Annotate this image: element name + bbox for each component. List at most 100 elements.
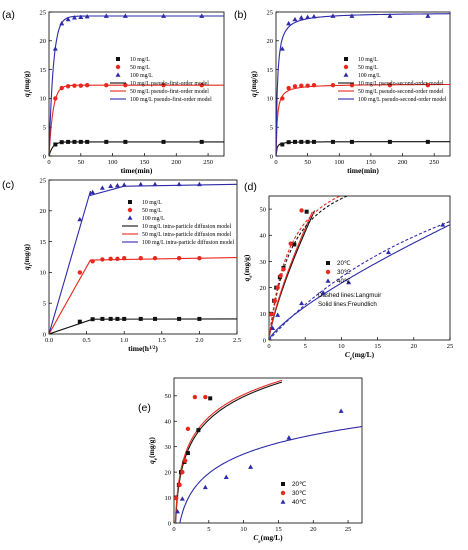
data-point-square — [85, 139, 90, 144]
data-point-square — [59, 140, 64, 145]
data-point-circle — [65, 84, 71, 89]
model-curve-black — [269, 210, 316, 340]
x-tick-label: 0.5 — [83, 337, 91, 344]
y-tick-label: 20 — [40, 38, 47, 45]
data-point-triangle — [174, 508, 180, 514]
data-point-circle — [176, 256, 182, 261]
y-tick-label: 40 — [260, 233, 267, 240]
data-point-triangle — [275, 312, 281, 317]
data-point-square — [292, 242, 297, 247]
chart-panel-a: 0 50 100 150 200 250 0 5 10 15 20 25 time(min) qt(mg/… — [22, 9, 225, 175]
legend-entry: 50 mg/L intra-particle diffusion model — [142, 231, 232, 238]
legend-entry: 30℃ — [337, 269, 351, 276]
data-point-triangle — [330, 13, 336, 18]
data-point-circle — [305, 83, 310, 88]
legend-entry: 10 mg/L intra-particle diffusion model — [142, 223, 232, 230]
y-axis-label-q: q — [22, 266, 31, 270]
legend-entry: 100 mg/L — [130, 73, 153, 79]
data-point-triangle — [179, 496, 185, 501]
y-tick-label: 10 — [260, 311, 267, 318]
data-point-circle — [104, 82, 109, 88]
model-curve-blue — [276, 13, 450, 156]
legend-entry: 100 mg/L pseudo-second-order model — [358, 97, 447, 103]
model-curve-red — [49, 84, 224, 156]
panel-letter-b: (b) — [234, 9, 247, 21]
x-tick-label: 0 — [172, 526, 175, 533]
data-point-triangle — [78, 14, 84, 19]
data-point-square — [161, 139, 166, 144]
legend-entry: 30℃ — [292, 490, 306, 497]
y-axis-label-unit: (mg/g) — [249, 71, 258, 92]
data-point-square — [122, 316, 127, 321]
data-point-circle — [72, 83, 77, 88]
model-curve-red — [276, 83, 450, 156]
y-tick-label: 5 — [270, 125, 273, 132]
data-point-circle — [343, 64, 349, 70]
plot-frame — [268, 195, 451, 341]
data-point-triangle — [305, 14, 311, 19]
data-point-square — [185, 451, 190, 456]
x-tick-label: 25 — [447, 343, 454, 350]
x-tick-label: 0 — [267, 343, 270, 350]
data-point-triangle — [425, 13, 431, 18]
y-tick-label: 10 — [165, 495, 172, 502]
data-point-triangle — [161, 13, 167, 18]
x-tick-label: 20 — [310, 526, 317, 533]
x-axis-label: time(min) — [121, 166, 153, 175]
data-point-square — [153, 316, 158, 321]
legend-entry: 10 mg/L pseudo-first-order model — [130, 80, 209, 87]
data-point-triangle — [108, 183, 114, 188]
data-point-circle — [203, 394, 208, 400]
data-point-circle — [115, 256, 120, 262]
y-tick-label: 50 — [260, 206, 267, 213]
chart-panel-c: 0.0 0.5 1.0 1.5 2.0 2.5 0 5 10 15 20 25 time(h1/2) qt… — [22, 177, 241, 353]
legend-entry: 10 mg/L pseudo-second-order model — [358, 81, 444, 87]
data-point-triangle — [114, 182, 120, 188]
y-tick-label: 0 — [263, 337, 266, 344]
legend-entry: 40℃ — [337, 278, 351, 285]
data-point-square — [311, 139, 316, 144]
data-point-circle — [299, 83, 304, 88]
x-tick-label: 10 — [338, 343, 345, 350]
y-axis-label: qt(mg/g) — [22, 244, 34, 270]
plot-frame — [48, 11, 225, 157]
plot-frame — [173, 377, 363, 524]
data-point-square — [100, 316, 105, 321]
x-tick-label: 15 — [374, 343, 381, 350]
data-point-triangle — [122, 13, 128, 18]
data-point-triangle — [202, 484, 208, 490]
data-point-square — [344, 57, 348, 61]
data-point-square — [349, 139, 354, 144]
model-curve-red — [49, 257, 237, 334]
x-tick-label: 100 — [108, 159, 118, 166]
data-point-triangle — [286, 435, 292, 440]
data-point-circle — [123, 82, 128, 88]
legend-entry: 10 mg/L — [358, 57, 378, 63]
x-tick-label: 1.5 — [158, 337, 166, 344]
x-axis-label: Ce(mg/L) — [345, 350, 375, 362]
data-point-triangle — [65, 16, 71, 22]
data-point-square — [387, 139, 392, 144]
y-tick-label: 0 — [43, 331, 46, 338]
y-tick-label: 15 — [267, 67, 274, 74]
legend-entry: 50 mg/L pseudo-second-order model — [358, 89, 444, 95]
data-point-circle — [59, 85, 64, 91]
x-axis-label-end: (mg/L) — [352, 350, 375, 359]
data-point-triangle — [138, 181, 144, 187]
x-tick-label: 2.5 — [233, 337, 241, 344]
legend-entry: 50 mg/L — [142, 208, 162, 214]
panel-letter-e: (e) — [138, 402, 151, 414]
data-point-square — [208, 396, 213, 401]
x-axis-label: Ce(mg/L) — [253, 533, 283, 545]
legend-note-solid: Solid lines:Freundlich — [318, 301, 377, 308]
y-tick-label: 25 — [40, 177, 47, 184]
data-point-square — [77, 319, 82, 324]
data-point-circle — [349, 82, 355, 88]
data-point-triangle — [152, 181, 158, 187]
data-point-triangle — [299, 300, 305, 306]
y-axis-label-unit: (mg/g) — [242, 254, 251, 275]
data-point-triangle — [199, 13, 205, 18]
plot-area — [49, 181, 237, 334]
y-axis-label: qe(mg/g) — [242, 254, 254, 281]
